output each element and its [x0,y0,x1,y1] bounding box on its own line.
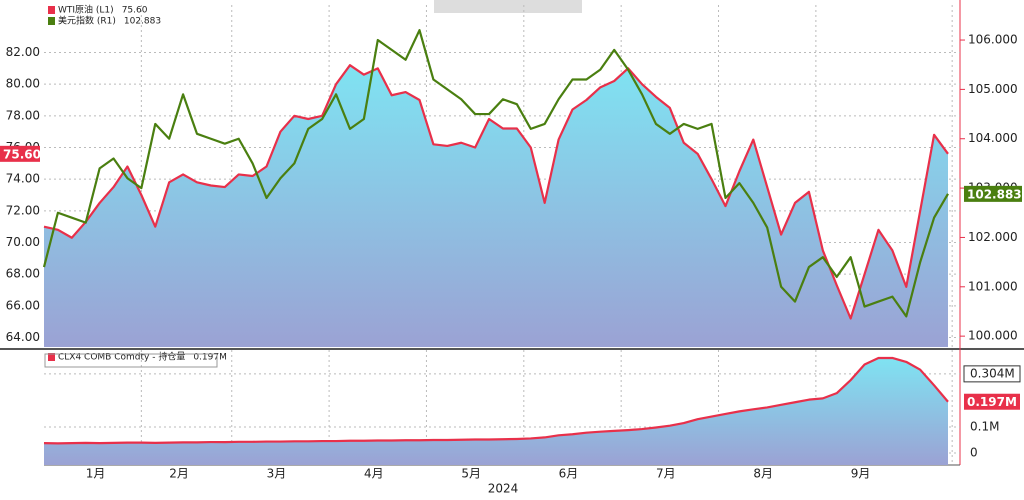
legend-value: 0.197M [193,353,227,363]
x-tick-label: 9月 [851,467,871,481]
y2-tick-label: 104.000 [968,131,1018,145]
value-tag [0,145,40,162]
y-tick-label: 74.00 [6,172,40,186]
x-tick-label: 1月 [86,467,106,481]
area [44,65,948,348]
legend-swatch [48,17,55,25]
y-tick-label: 66.00 [6,298,40,312]
y-tick-label: 0 [970,446,978,460]
legend-value: 75.60 [122,6,148,16]
y-tick-label: 82.00 [6,45,40,59]
value-tag [964,393,1020,410]
x-tick-label: 2月 [169,467,189,481]
y-tick-label: 78.00 [6,108,40,122]
x-tick-label: 7月 [656,467,676,481]
legend-value: 102.883 [124,17,161,27]
y-tick-label: 80.00 [6,77,40,91]
legend-label: WTI原油 (L1) [58,4,114,16]
legend-swatch [48,353,55,361]
legend-label: CLX4 COMB Comdty - 持仓量 [58,351,185,363]
x-tick-label: 4月 [364,467,384,481]
y2-tick-label: 106.000 [968,33,1018,47]
y2-tick-label: 100.000 [968,329,1018,343]
y-tick-label: 68.00 [6,267,40,281]
x-axis-label: 2024 [488,482,519,496]
x-tick-label: 8月 [753,467,773,481]
legend-label: 美元指数 (R1) [58,15,116,27]
value-tag [964,185,1022,202]
x-tick-label: 6月 [559,467,579,481]
series-line [43,356,949,445]
y-tick-label: 72.00 [6,203,40,217]
x-tick-label: 5月 [461,467,481,481]
x-tick-label: 3月 [267,467,287,481]
series-line [42,29,949,318]
legend-swatch [48,6,55,14]
y-tick-label: 0.304M [970,366,1015,380]
y-tick-label: 64.00 [6,330,40,344]
value-tag-label: 0.197M [967,395,1017,409]
value-tag-label: 75.60 [3,147,41,161]
value-tag-label: 102.883 [967,187,1022,201]
y-tick-box [963,365,1021,383]
toolbar[interactable] [434,0,582,13]
legend-frame [44,353,218,368]
y2-tick-label: 101.000 [968,279,1018,293]
series-line [43,64,949,320]
y-tick-label: 70.00 [6,235,40,249]
y2-tick-label: 102.000 [968,230,1018,244]
y-tick-label: 0.1M [970,419,999,433]
area [44,357,948,465]
y2-tick-label: 105.000 [968,82,1018,96]
